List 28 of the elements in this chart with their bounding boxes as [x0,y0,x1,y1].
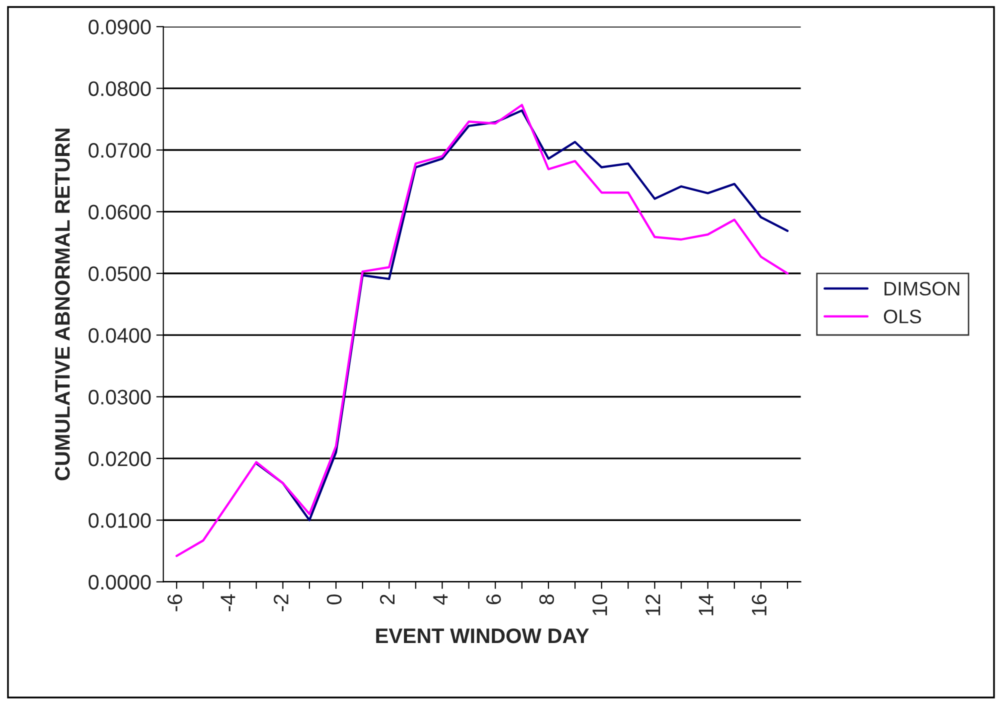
y-tick-label: 0.0600 [88,204,151,220]
line-series [255,109,789,522]
y-axis-title: CUMULATIVE ABNORMAL RETURN [55,128,70,480]
x-tick-label: 0 [326,594,342,604]
x-axis-title: EVENT WINDOW DAY [376,628,589,644]
x-tick-label: 16 [752,594,767,616]
x-tick-label: 10 [592,594,608,616]
x-tick-label: 14 [698,594,714,616]
y-tick-label: 0.0000 [88,574,151,590]
y-tick-label: 0.0300 [88,390,151,405]
x-tick-label: 12 [646,594,660,616]
line-series [176,104,789,558]
legend-label: OLS [884,310,922,324]
y-tick-label: 0.0900 [88,20,151,34]
legend-label: DIMSON [884,282,960,296]
x-tick-label: 6 [486,594,501,604]
y-tick-label: 0.0400 [88,328,151,343]
y-tick-label: 0.0700 [88,143,151,158]
x-tick-label: 4 [433,594,448,605]
y-tick-label: 0.0800 [88,81,151,96]
y-tick-label: 0.0200 [88,451,151,466]
x-tick-label: -4 [220,594,236,612]
y-tick-label: 0.0500 [88,266,151,282]
y-tick-label: 0.0100 [88,513,151,528]
x-tick-label: 8 [539,594,554,604]
x-tick-label: -6 [167,594,182,612]
x-tick-label: -2 [274,594,288,612]
x-tick-label: 2 [380,594,394,604]
